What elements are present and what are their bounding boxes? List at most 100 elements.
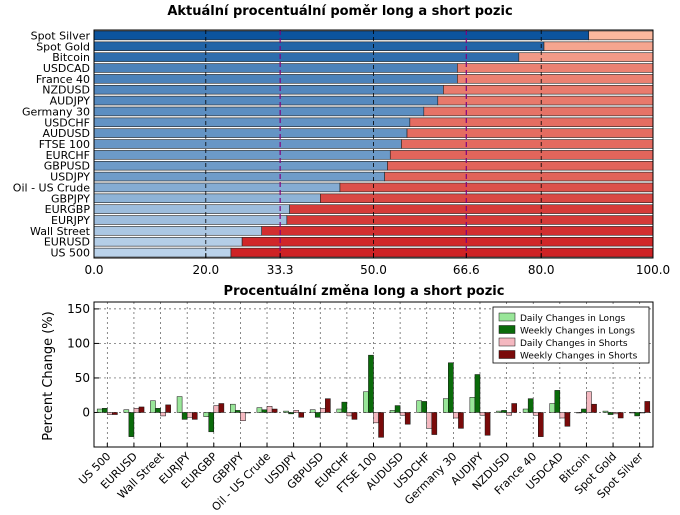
tick-label-x-0: 0.0 xyxy=(84,263,103,277)
bar-s1-3 xyxy=(181,412,188,420)
bar-s3-2 xyxy=(165,404,171,413)
bottom-chart-title: Procentuální změna long a short pozic xyxy=(224,284,505,299)
bar-s3-14 xyxy=(484,412,491,436)
bar-s1-8 xyxy=(314,412,321,418)
bar-s1-17 xyxy=(554,390,561,413)
bar-s2-18 xyxy=(586,391,592,413)
bar-s0-5 xyxy=(230,403,236,413)
category-label-1: Spot Gold xyxy=(36,40,90,53)
short-bar-6 xyxy=(437,95,654,106)
bar-s3-5 xyxy=(245,412,251,414)
bar-s2-15 xyxy=(506,412,512,416)
legend-box xyxy=(492,306,650,364)
bar-s2-10 xyxy=(373,412,379,424)
top-chart-title: Aktuální procentuální poměr long a short… xyxy=(167,4,512,19)
category-label-14: Oil - US Crude xyxy=(13,181,90,194)
bar-s2-12 xyxy=(426,412,433,429)
long-bar-4 xyxy=(93,74,458,84)
tick-label-x-3: 50.0 xyxy=(360,263,387,277)
bar-s3-20 xyxy=(644,401,651,413)
bar-s3-4 xyxy=(218,403,225,413)
bar-s3-18 xyxy=(591,403,597,413)
short-bar-1 xyxy=(543,41,654,52)
short-bar-17 xyxy=(286,215,654,225)
bar-s1-10 xyxy=(368,354,374,413)
bar-s0-7 xyxy=(283,410,289,413)
long-bar-19 xyxy=(93,236,243,247)
category-label-3: USDCAD xyxy=(43,62,90,75)
bar-s0-12 xyxy=(416,400,422,413)
tick-label-x-4: 66.6 xyxy=(453,263,480,277)
bar-s0-11 xyxy=(389,410,396,413)
tick-label-y-2: 100 xyxy=(67,336,90,350)
long-bar-7 xyxy=(93,106,425,117)
short-bar-4 xyxy=(457,74,654,84)
long-bar-8 xyxy=(93,117,411,128)
bar-s3-19 xyxy=(617,412,624,419)
bar-s1-5 xyxy=(235,410,241,413)
legend-label-3: Weekly Changes in Shorts xyxy=(520,352,638,362)
category-label-16: EURGBP xyxy=(45,203,91,216)
bar-s1-7 xyxy=(288,412,294,415)
long-bar-17 xyxy=(93,215,288,225)
legend-label-2: Daily Changes in Shorts xyxy=(520,339,628,349)
tick-label-y-1: 50 xyxy=(75,371,90,385)
long-bar-10 xyxy=(93,139,402,149)
bar-s1-16 xyxy=(527,398,534,413)
category-label-5: NZDUSD xyxy=(42,84,90,97)
bar-s3-3 xyxy=(191,412,198,420)
long-bar-9 xyxy=(93,128,408,138)
bar-s1-20 xyxy=(634,412,640,417)
bar-s2-7 xyxy=(293,410,299,413)
legend-swatch-1 xyxy=(498,325,516,334)
short-bar-11 xyxy=(389,150,654,160)
category-label-6: AUDJPY xyxy=(50,95,91,108)
short-bar-16 xyxy=(289,204,654,214)
long-bar-2 xyxy=(93,52,520,62)
short-bar-18 xyxy=(261,226,654,236)
bar-s3-6 xyxy=(271,408,278,413)
long-bar-16 xyxy=(93,204,290,214)
tick-label-x-5: 80.0 xyxy=(528,263,555,277)
long-bar-11 xyxy=(93,150,391,160)
category-label-9: AUDUSD xyxy=(42,127,90,140)
bar-s1-4 xyxy=(208,412,215,433)
category-label-4: France 40 xyxy=(36,73,90,86)
bar-s0-13 xyxy=(442,398,449,413)
bar-s2-8 xyxy=(320,408,326,413)
bar-s3-8 xyxy=(325,398,331,413)
bar-s1-0 xyxy=(102,408,108,413)
category-label-11: EURCHF xyxy=(46,149,90,162)
bar-s0-18 xyxy=(576,412,582,414)
bar-s0-8 xyxy=(309,409,316,413)
chart-legend: Daily Changes in Longs Weekly Changes in … xyxy=(492,306,650,364)
long-bar-13 xyxy=(93,171,385,182)
bar-s0-2 xyxy=(150,400,156,413)
bar-s1-18 xyxy=(581,408,587,413)
bar-s0-3 xyxy=(176,396,183,413)
long-bar-0 xyxy=(93,30,590,41)
tick-label-x-6: 100.0 xyxy=(636,263,670,277)
bar-s3-10 xyxy=(378,412,384,438)
bar-s2-13 xyxy=(453,412,459,419)
legend-label-1: Weekly Changes in Longs xyxy=(520,327,635,337)
category-label-10: FTSE 100 xyxy=(39,138,90,151)
bar-s2-14 xyxy=(479,412,486,416)
category-label-15: GBPJPY xyxy=(51,192,90,205)
bar-s2-19 xyxy=(612,412,619,415)
short-bar-14 xyxy=(339,182,654,193)
category-label-17: EURJPY xyxy=(51,214,90,227)
category-label-7: Germany 30 xyxy=(22,105,90,118)
legend-swatch-3 xyxy=(498,350,516,359)
bar-s1-2 xyxy=(155,408,161,413)
category-label-19: EURUSD xyxy=(44,236,90,249)
bar-s2-2 xyxy=(160,412,166,417)
long-bar-14 xyxy=(93,182,341,193)
long-bar-12 xyxy=(93,160,388,171)
short-bar-8 xyxy=(409,117,654,128)
bar-s3-1 xyxy=(138,406,145,413)
bar-s2-3 xyxy=(186,412,193,418)
short-bar-7 xyxy=(423,106,654,117)
bar-s1-15 xyxy=(501,410,507,413)
